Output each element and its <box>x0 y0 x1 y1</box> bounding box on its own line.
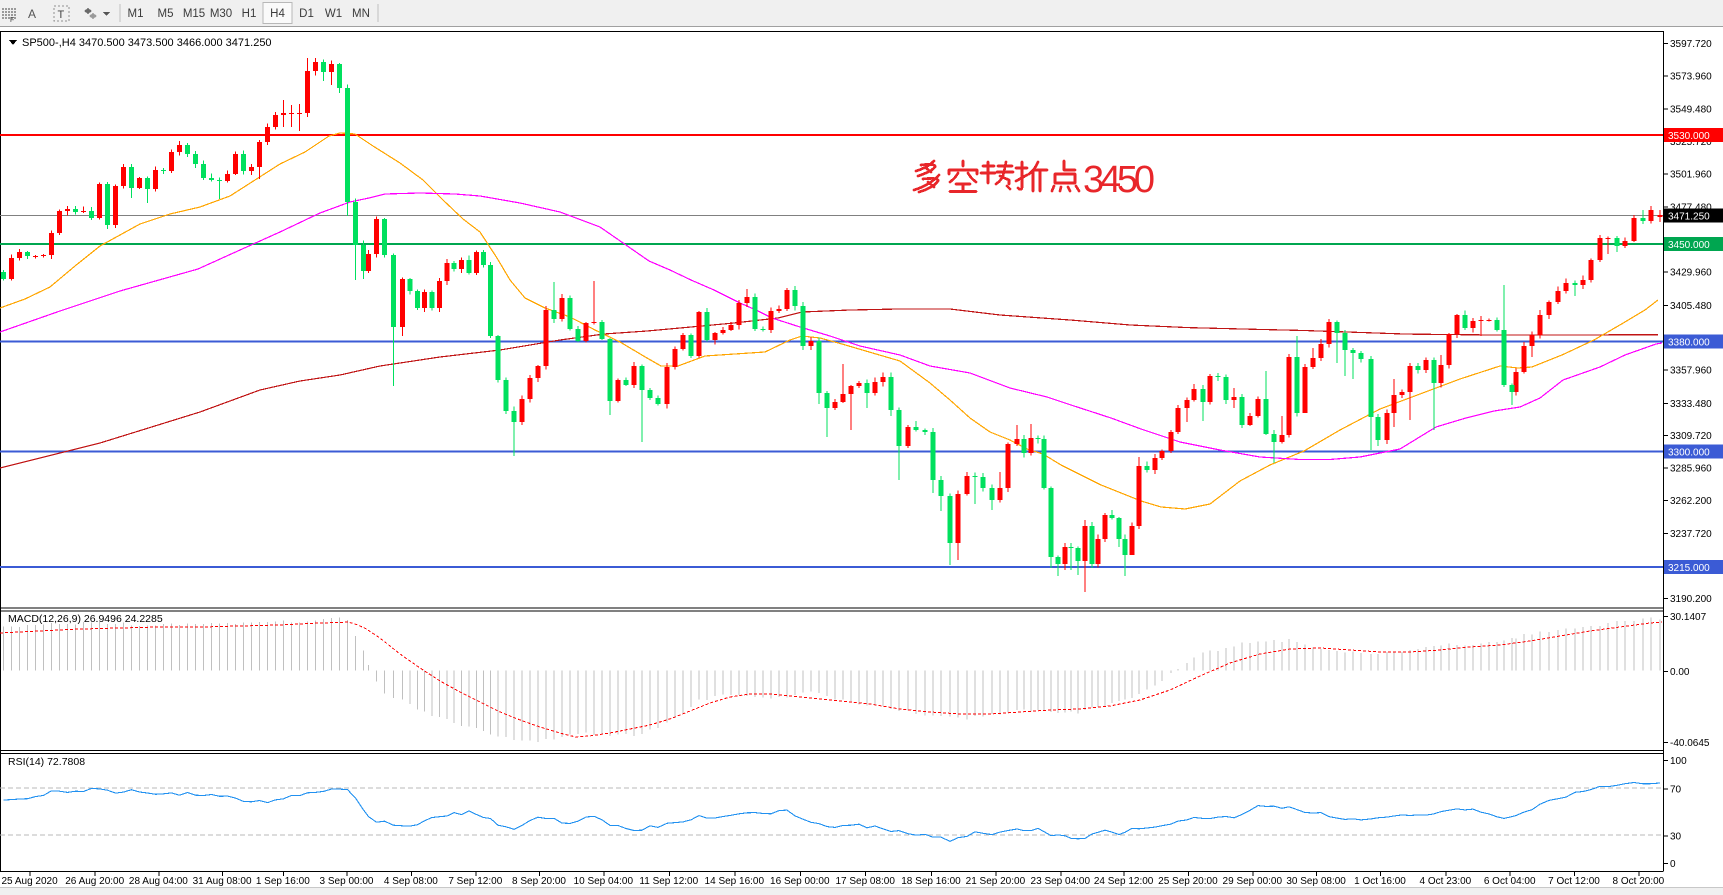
svg-text:70: 70 <box>1670 785 1682 796</box>
svg-text:8 Oct 20:00: 8 Oct 20:00 <box>1613 876 1665 887</box>
svg-text:21 Sep 20:00: 21 Sep 20:00 <box>966 876 1026 887</box>
svg-text:18 Sep 16:00: 18 Sep 16:00 <box>901 876 961 887</box>
svg-text:6 Oct 04:00: 6 Oct 04:00 <box>1484 876 1536 887</box>
svg-text:3300.000: 3300.000 <box>1668 448 1710 459</box>
svg-text:3405.480: 3405.480 <box>1670 301 1712 312</box>
svg-text:0.00: 0.00 <box>1670 667 1690 678</box>
svg-text:-40.0645: -40.0645 <box>1670 738 1710 749</box>
svg-text:3597.720: 3597.720 <box>1670 39 1712 50</box>
svg-text:3477.480: 3477.480 <box>1670 203 1712 214</box>
svg-text:M15: M15 <box>183 8 205 20</box>
svg-text:3530.000: 3530.000 <box>1668 131 1710 142</box>
svg-text:M5: M5 <box>158 8 174 20</box>
svg-text:3215.000: 3215.000 <box>1668 563 1710 574</box>
svg-text:3285.960: 3285.960 <box>1670 464 1712 475</box>
svg-text:3 Sep 00:00: 3 Sep 00:00 <box>320 876 374 887</box>
svg-text:8 Sep 20:00: 8 Sep 20:00 <box>512 876 566 887</box>
svg-text:30.1407: 30.1407 <box>1670 612 1707 623</box>
svg-text:H4: H4 <box>270 8 285 20</box>
svg-text:29 Sep 00:00: 29 Sep 00:00 <box>1223 876 1283 887</box>
svg-text:100: 100 <box>1670 756 1687 767</box>
svg-text:16 Sep 00:00: 16 Sep 00:00 <box>770 876 830 887</box>
svg-text:31 Aug 08:00: 31 Aug 08:00 <box>193 876 252 887</box>
svg-text:3525.720: 3525.720 <box>1670 137 1712 148</box>
svg-text:3333.480: 3333.480 <box>1670 399 1712 410</box>
svg-text:11 Sep 12:00: 11 Sep 12:00 <box>639 876 698 887</box>
svg-text:25 Aug 2020: 25 Aug 2020 <box>2 876 59 887</box>
svg-text:3471.250: 3471.250 <box>1668 211 1710 222</box>
svg-text:MACD(12,26,9) 26.9496 24.2285: MACD(12,26,9) 26.9496 24.2285 <box>8 613 163 625</box>
svg-text:0: 0 <box>1670 859 1676 870</box>
svg-text:W1: W1 <box>325 8 342 20</box>
svg-text:3190.200: 3190.200 <box>1670 594 1712 605</box>
svg-text:17 Sep 08:00: 17 Sep 08:00 <box>835 876 895 887</box>
svg-text:3450.000: 3450.000 <box>1668 240 1710 251</box>
svg-text:3237.720: 3237.720 <box>1670 529 1712 540</box>
svg-text:T: T <box>58 9 65 21</box>
svg-text:25 Sep 20:00: 25 Sep 20:00 <box>1158 876 1218 887</box>
svg-text:1 Oct 16:00: 1 Oct 16:00 <box>1354 876 1406 887</box>
svg-text:30: 30 <box>1670 832 1682 843</box>
svg-text:MN: MN <box>352 8 370 20</box>
svg-text:3501.960: 3501.960 <box>1670 169 1712 180</box>
svg-text:30 Sep 08:00: 30 Sep 08:00 <box>1286 876 1346 887</box>
svg-text:M1: M1 <box>128 8 144 20</box>
svg-text:F: F <box>10 17 14 24</box>
svg-text:3429.960: 3429.960 <box>1670 267 1712 278</box>
svg-text:3262.200: 3262.200 <box>1670 496 1712 507</box>
svg-text:23 Sep 04:00: 23 Sep 04:00 <box>1031 876 1091 887</box>
svg-text:1 Sep 16:00: 1 Sep 16:00 <box>256 876 310 887</box>
svg-text:3309.720: 3309.720 <box>1670 431 1712 442</box>
svg-text:3549.480: 3549.480 <box>1670 105 1712 116</box>
svg-text:RSI(14) 72.7808: RSI(14) 72.7808 <box>8 756 85 768</box>
svg-text:4 Oct 23:00: 4 Oct 23:00 <box>1420 876 1472 887</box>
svg-text:D1: D1 <box>299 8 314 20</box>
svg-text:4 Sep 08:00: 4 Sep 08:00 <box>384 876 438 887</box>
svg-text:14 Sep 16:00: 14 Sep 16:00 <box>705 876 765 887</box>
svg-text:7 Oct 12:00: 7 Oct 12:00 <box>1548 876 1600 887</box>
svg-text:24 Sep 12:00: 24 Sep 12:00 <box>1094 876 1154 887</box>
svg-text:3380.000: 3380.000 <box>1668 338 1710 349</box>
svg-text:26 Aug 20:00: 26 Aug 20:00 <box>65 876 124 887</box>
svg-text:10 Sep 04:00: 10 Sep 04:00 <box>574 876 634 887</box>
svg-text:3573.960: 3573.960 <box>1670 71 1712 82</box>
svg-text:SP500-,H4 3470.500 3473.500 3: SP500-,H4 3470.500 3473.500 3466.000 347… <box>22 37 272 49</box>
svg-text:H1: H1 <box>242 8 257 20</box>
svg-text:A: A <box>28 7 36 21</box>
svg-text:M30: M30 <box>210 8 232 20</box>
svg-text:3357.960: 3357.960 <box>1670 366 1712 377</box>
svg-text:28 Aug 04:00: 28 Aug 04:00 <box>129 876 188 887</box>
svg-text:7 Sep 12:00: 7 Sep 12:00 <box>448 876 502 887</box>
svg-text:3450: 3450 <box>1083 159 1155 201</box>
